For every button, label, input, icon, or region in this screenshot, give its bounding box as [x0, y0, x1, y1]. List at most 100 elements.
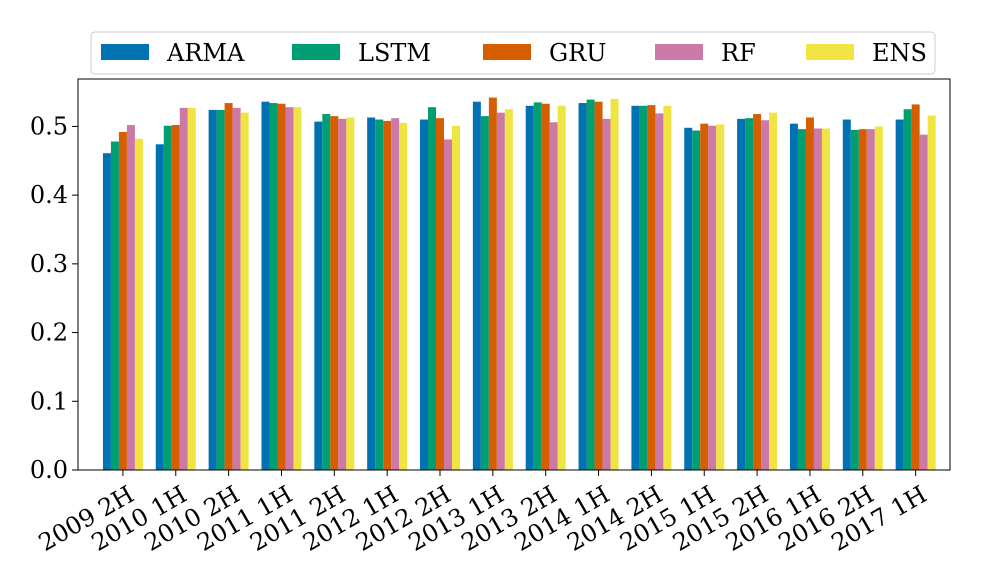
bar: [850, 129, 859, 470]
bar: [594, 101, 603, 471]
plot-frame: [77, 78, 951, 471]
bar: [428, 107, 437, 471]
bar: [525, 105, 534, 471]
bar: [602, 118, 611, 471]
bar: [927, 115, 936, 471]
bar: [102, 153, 111, 470]
bar: [277, 103, 286, 471]
bar: [110, 141, 119, 470]
legend-swatch: [483, 44, 531, 60]
bar: [655, 113, 664, 471]
legend-swatch: [806, 44, 854, 60]
bar: [631, 105, 640, 471]
legend-label: GRU: [549, 39, 606, 67]
bar: [126, 125, 135, 470]
y-tick-label: 0.0: [30, 456, 68, 484]
bar: [684, 127, 693, 470]
bar: [179, 107, 188, 471]
bar: [391, 118, 400, 471]
bar: [821, 128, 830, 471]
bar: [813, 128, 822, 471]
bar: [171, 125, 180, 470]
bar: [700, 123, 709, 471]
bar: [737, 118, 746, 471]
bar: [472, 101, 481, 471]
bar: [383, 120, 392, 471]
bar: [134, 138, 143, 470]
bar: [208, 109, 217, 471]
legend-swatch: [292, 44, 340, 60]
bar: [367, 117, 376, 470]
bar: [549, 122, 558, 470]
bar: [488, 97, 497, 471]
bar: [866, 129, 875, 470]
bar: [216, 109, 225, 471]
bar: [444, 139, 453, 470]
y-axis: 0.0 0.1 0.2 0.3 0.4 0.5: [30, 112, 78, 484]
y-tick-label: 0.4: [30, 181, 68, 209]
bar: [293, 107, 302, 471]
legend-swatch: [655, 44, 703, 60]
bar: [261, 101, 270, 471]
y-tick-label: 0.5: [30, 112, 68, 140]
bar: [232, 107, 241, 471]
bar: [533, 102, 542, 471]
bar: [118, 131, 127, 470]
bar: [647, 105, 656, 471]
bar: [761, 120, 770, 470]
legend-label: ENS: [872, 39, 927, 67]
bar: [769, 112, 778, 471]
bar: [716, 124, 725, 470]
bar: [858, 129, 867, 470]
bar: [708, 125, 717, 470]
bar: [805, 117, 814, 470]
bar: [789, 123, 798, 471]
bar: [541, 103, 550, 471]
bar: [375, 119, 384, 470]
bar: [919, 134, 928, 470]
bar: [480, 116, 489, 471]
y-tick-label: 0.1: [30, 387, 68, 415]
bar: [639, 105, 648, 471]
bar: [874, 126, 883, 470]
bar: [692, 130, 701, 471]
bar: [314, 121, 323, 470]
bar: [285, 107, 294, 471]
bar: [399, 122, 408, 470]
bar: [496, 112, 505, 471]
bar: [338, 118, 347, 471]
y-tick-label: 0.2: [30, 319, 68, 347]
legend: ARMA LSTM GRU RF ENS: [90, 31, 936, 75]
bar: [903, 109, 912, 471]
legend-label: ARMA: [166, 39, 245, 67]
bar: [895, 119, 904, 470]
legend-label: RF: [721, 39, 756, 67]
bar: [842, 119, 851, 470]
bar: [240, 112, 249, 471]
bar: [911, 104, 920, 471]
bar: [155, 144, 164, 470]
bar: [346, 117, 355, 470]
bar: [224, 103, 233, 471]
bar: [187, 107, 196, 471]
bars-group: [102, 97, 936, 471]
bar: [663, 105, 672, 471]
bar: [797, 129, 806, 470]
bar: [504, 109, 513, 471]
bar: [322, 114, 331, 471]
bar: [578, 103, 587, 471]
bar: [436, 118, 445, 471]
bar: [330, 116, 339, 471]
bar: [745, 118, 754, 471]
bar: [163, 125, 172, 470]
y-tick-label: 0.3: [30, 250, 68, 278]
bar: [452, 125, 461, 470]
bar: [557, 105, 566, 471]
bar: [420, 119, 429, 470]
bar: [269, 103, 278, 471]
legend-label: LSTM: [358, 39, 431, 67]
legend-swatch: [101, 44, 149, 60]
bar: [586, 99, 595, 471]
